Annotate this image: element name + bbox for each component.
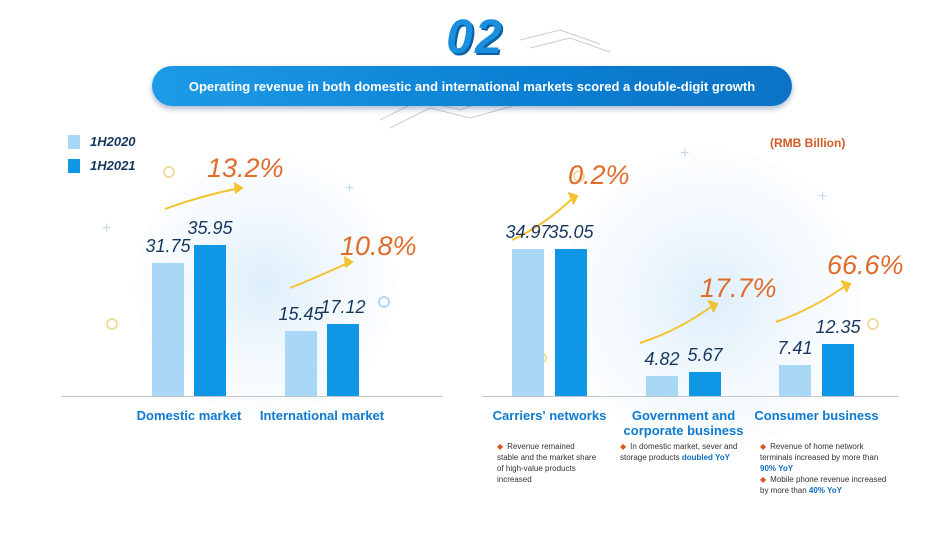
legend: 1H2020 1H2021: [68, 134, 136, 173]
note-text: Revenue of home network terminals increa…: [760, 442, 879, 462]
sparkle-decoration: + + + +: [102, 145, 827, 237]
bar-value-label: 35.95: [187, 218, 233, 238]
note-item: ◆ Mobile phone revenue increased by more …: [760, 475, 887, 495]
svg-text:+: +: [818, 188, 827, 205]
legend-swatch: [68, 134, 80, 149]
svg-text:+: +: [345, 180, 354, 197]
bar-1h2021: [689, 372, 721, 396]
growth-arrows: [164, 182, 852, 344]
x-axis-baseline: [482, 396, 898, 397]
bar-1h2020: [285, 331, 317, 396]
bar-value-label: 7.41: [777, 337, 813, 358]
category-label: Domestic market: [136, 408, 242, 423]
note-government: ◆ In domestic market, sever and storage p…: [620, 441, 750, 463]
note-bold: 40% YoY: [808, 486, 842, 495]
bar-1h2020: [646, 375, 678, 396]
category-label: International market: [259, 408, 385, 423]
bar-1h2021: [555, 248, 587, 396]
bar-value-label: 34.97: [505, 222, 551, 243]
bar-value-label: 12.35: [815, 317, 861, 338]
bar-value-label: 5.67: [687, 345, 723, 366]
unit-label: (RMB Billion): [770, 136, 846, 150]
growth-label: 13.2%: [207, 153, 284, 183]
svg-text:+: +: [680, 145, 689, 162]
bar-value-label: 31.75: [145, 235, 191, 256]
note-bold: doubled YoY: [681, 453, 730, 462]
bar-1h2020: [512, 249, 544, 396]
note-item: ◆ Revenue of home network terminals incre…: [760, 442, 879, 473]
x-axis-baseline: [62, 396, 442, 397]
growth-label: 10.8%: [340, 231, 417, 261]
bar-value-label: 35.05: [548, 221, 594, 242]
category-label: Carriers' networks: [492, 408, 607, 423]
section-number: 02: [446, 11, 504, 64]
category-label: Government and corporate business: [623, 408, 744, 438]
note-text: Revenue remained stable and the market s…: [497, 442, 597, 484]
headline-banner: Operating revenue in both domestic and i…: [152, 66, 792, 106]
note-carriers: ◆ Revenue remained stable and the market …: [497, 441, 597, 485]
growth-label: 0.2%: [568, 160, 630, 190]
bar-1h2020: [152, 262, 184, 396]
bar-1h2020: [779, 364, 811, 396]
note-item: ◆ In domestic market, sever and storage p…: [620, 442, 738, 462]
legend-label: 1H2020: [90, 134, 136, 149]
bar-1h2021: [822, 344, 854, 396]
note-bold: 90% YoY: [760, 464, 794, 473]
note-text: Mobile phone revenue increased by more t…: [760, 475, 887, 495]
bar-1h2021: [327, 324, 359, 396]
bar-value-label: 4.82: [644, 348, 680, 369]
bar-1h2021: [194, 245, 226, 396]
legend-label: 1H2021: [90, 158, 136, 173]
note-item: ◆ Revenue remained stable and the market …: [497, 442, 597, 484]
note-consumer: ◆ Revenue of home network terminals incre…: [760, 441, 895, 496]
growth-label: 17.7%: [700, 273, 777, 303]
bar-value-label: 15.45: [278, 304, 324, 325]
note-text: In domestic market, sever and storage pr…: [620, 442, 738, 462]
category-label: Consumer business: [754, 408, 879, 423]
bar-value-label: 17.12: [320, 297, 366, 318]
growth-label: 66.6%: [827, 250, 904, 280]
legend-swatch: [68, 158, 80, 173]
legend-item-1h2021: 1H2021: [68, 158, 136, 173]
svg-text:+: +: [102, 220, 111, 237]
legend-item-1h2020: 1H2020: [68, 134, 136, 149]
